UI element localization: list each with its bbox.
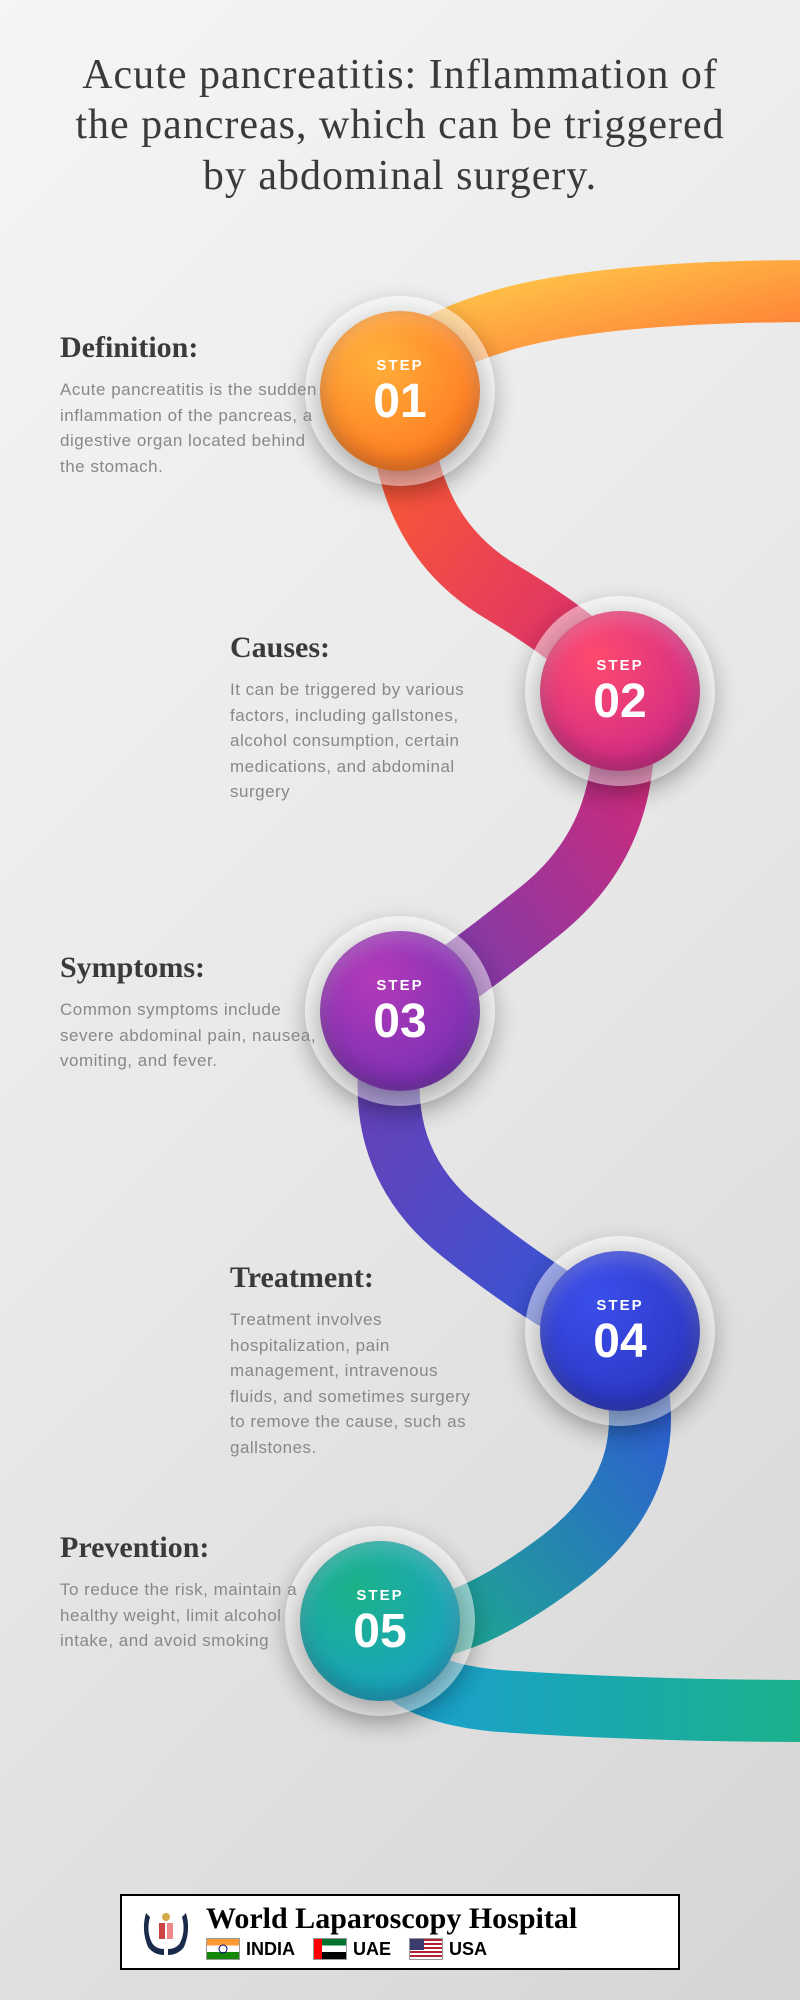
step-2-text: Causes: It can be triggered by various f…	[230, 631, 490, 805]
step-3-circle: STEP 03	[320, 931, 480, 1091]
flag-usa-icon	[409, 1938, 443, 1960]
footer-text: World Laparoscopy Hospital INDIA UAE USA	[206, 1904, 664, 1960]
step-1-circle: STEP 01	[320, 311, 480, 471]
flag-usa-label: USA	[449, 1939, 487, 1960]
footer-title: World Laparoscopy Hospital	[206, 1904, 664, 1934]
footer-flags: INDIA UAE USA	[206, 1938, 664, 1960]
footer: World Laparoscopy Hospital INDIA UAE USA	[120, 1894, 680, 1970]
flag-group-uae: UAE	[313, 1938, 391, 1960]
step-2-circle: STEP 02	[540, 611, 700, 771]
step-4-text: Treatment: Treatment involves hospitaliz…	[230, 1261, 490, 1460]
step-4-body: Treatment involves hospitalization, pain…	[230, 1307, 490, 1460]
step-3-label: STEP	[376, 977, 423, 994]
step-4-heading: Treatment:	[230, 1261, 490, 1295]
flag-uae-label: UAE	[353, 1939, 391, 1960]
step-2-body: It can be triggered by various factors, …	[230, 677, 490, 805]
flag-group-india: INDIA	[206, 1938, 295, 1960]
flag-uae-icon	[313, 1938, 347, 1960]
step-4-label: STEP	[596, 1297, 643, 1314]
step-1-heading: Definition:	[60, 331, 320, 365]
step-5-body: To reduce the risk, maintain a healthy w…	[60, 1577, 320, 1654]
step-5-circle: STEP 05	[300, 1541, 460, 1701]
flag-group-usa: USA	[409, 1938, 487, 1960]
step-3-text: Symptoms: Common symptoms include severe…	[60, 951, 320, 1074]
flag-india-label: INDIA	[246, 1939, 295, 1960]
flag-india-icon	[206, 1938, 240, 1960]
step-3-number: 03	[373, 998, 426, 1046]
step-1-text: Definition: Acute pancreatitis is the su…	[60, 331, 320, 479]
step-3-heading: Symptoms:	[60, 951, 320, 985]
step-2-heading: Causes:	[230, 631, 490, 665]
step-1-label: STEP	[376, 357, 423, 374]
step-5-text: Prevention: To reduce the risk, maintain…	[60, 1531, 320, 1654]
step-3-number: 04	[593, 1318, 646, 1366]
step-3-body: Common symptoms include severe abdominal…	[60, 997, 320, 1074]
step-1-number: 01	[373, 378, 426, 426]
step-2-label: STEP	[596, 657, 643, 674]
step-4-circle: STEP 04	[540, 1251, 700, 1411]
step-5-heading: Prevention:	[60, 1531, 320, 1565]
step-5-label: STEP	[356, 1587, 403, 1604]
step-5-number: 05	[353, 1608, 406, 1656]
step-2-number: 02	[593, 678, 646, 726]
flow-container: STEP 01 Definition: Acute pancreatitis i…	[0, 231, 800, 1831]
footer-logo-icon	[136, 1905, 196, 1960]
step-1-body: Acute pancreatitis is the sudden inflamm…	[60, 377, 320, 479]
page-title: Acute pancreatitis: Inflammation of the …	[0, 0, 800, 231]
